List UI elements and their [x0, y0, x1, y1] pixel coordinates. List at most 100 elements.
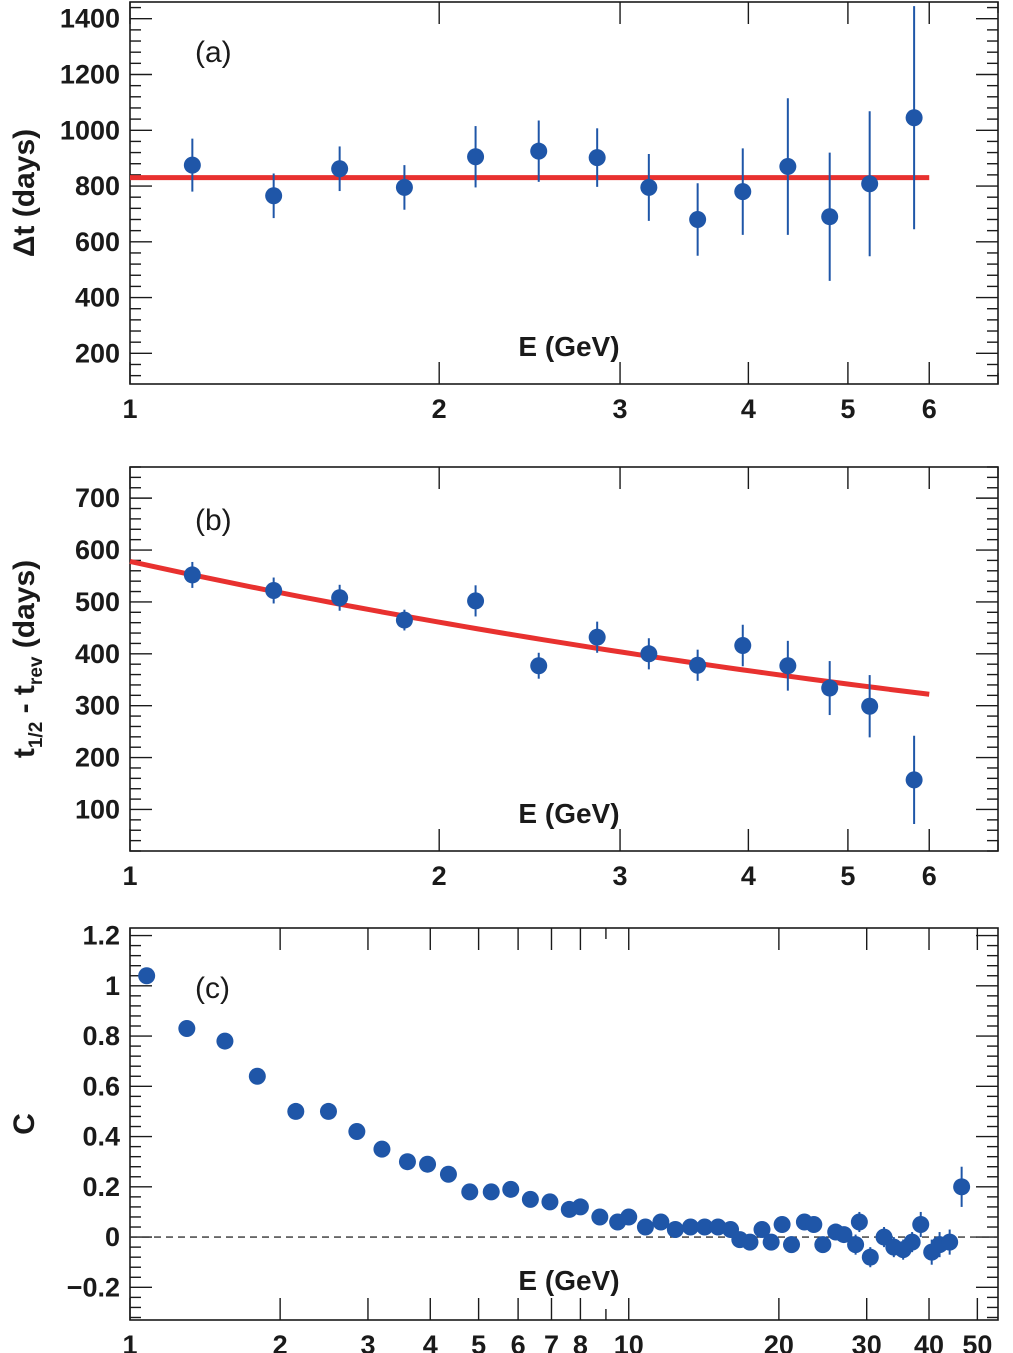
data-point — [905, 771, 923, 789]
x-tick-label: 40 — [914, 1330, 944, 1353]
y-tick-label: 500 — [75, 587, 120, 617]
data-point — [861, 697, 879, 715]
y-tick-label: 800 — [75, 171, 120, 201]
data-point — [502, 1180, 520, 1198]
data-point — [941, 1233, 959, 1251]
data-point — [912, 1216, 930, 1234]
data-point — [847, 1236, 865, 1254]
y-tick-label: 1200 — [60, 59, 120, 89]
y-axis-label: C — [8, 1113, 41, 1135]
y-tick-label: 600 — [75, 227, 120, 257]
panel-c: −0.2 0 0.2 0.4 0.6 0.8 1 1.2 1 2 3 4 5 6 7 8 10 20 30 40 50 (… — [8, 921, 999, 1353]
plot-frame — [129, 927, 999, 1321]
data-point — [779, 657, 797, 675]
data-point — [696, 1218, 714, 1236]
data-point — [783, 1236, 801, 1254]
data-point — [319, 1102, 337, 1120]
panel-label: (b) — [195, 504, 232, 537]
data-point — [814, 1236, 832, 1254]
data-point — [588, 149, 606, 167]
y-tick-label: 1400 — [60, 4, 120, 34]
x-tick-label: 10 — [614, 1330, 644, 1353]
data-point — [216, 1032, 234, 1050]
data-point — [467, 148, 485, 166]
data-point — [640, 645, 658, 663]
y-label-part: - t — [8, 685, 41, 722]
data-point — [753, 1221, 771, 1239]
x-tick-label: 3 — [360, 1330, 375, 1353]
data-point — [636, 1218, 654, 1236]
y-label-subscript: rev — [26, 656, 47, 685]
y-tick-label: 0.6 — [82, 1071, 120, 1101]
x-tick-label: 30 — [852, 1330, 882, 1353]
data-point — [265, 187, 283, 205]
data-point — [588, 628, 606, 646]
data-point — [348, 1123, 366, 1141]
data-point — [373, 1140, 391, 1158]
x-tick-label: 7 — [544, 1330, 559, 1353]
y-tick-label: 700 — [75, 483, 120, 513]
data-point — [530, 657, 548, 675]
x-tick-label: 1 — [122, 1330, 137, 1353]
x-tick-label: 6 — [511, 1330, 526, 1353]
x-axis-label: E (GeV) — [518, 331, 619, 362]
x-tick-label: 1 — [122, 861, 137, 891]
plot-frame — [129, 1, 999, 385]
x-tick-label: 6 — [922, 861, 937, 891]
data-point — [521, 1190, 539, 1208]
y-axis-label: t1/2 - trev (days) — [8, 560, 47, 758]
data-point — [331, 160, 349, 178]
data-point — [482, 1183, 500, 1201]
panel-label: (c) — [195, 972, 230, 1005]
data-point — [183, 156, 201, 174]
x-tick-label: 5 — [840, 394, 855, 424]
data-point — [905, 109, 923, 127]
data-point — [821, 679, 839, 697]
data-point — [395, 178, 413, 196]
data-point — [682, 1218, 700, 1236]
x-tick-label: 5 — [840, 861, 855, 891]
x-tick-label: 1 — [122, 394, 137, 424]
data-point — [183, 566, 201, 584]
y-label-part: (days) — [8, 560, 41, 657]
data-point — [741, 1233, 759, 1251]
data-point — [773, 1216, 791, 1234]
data-point — [467, 592, 485, 610]
data-point — [689, 656, 707, 674]
data-point — [265, 582, 283, 600]
data-point — [248, 1067, 266, 1085]
panel-a: 200 400 600 800 1000 1200 1400 1 2 3 4 5 6 (a) E (GeV)… — [8, 1, 999, 424]
x-tick-label: 20 — [764, 1330, 794, 1353]
data-point — [138, 967, 156, 985]
y-tick-label: 300 — [75, 691, 120, 721]
data-point — [805, 1216, 823, 1234]
x-tick-label: 3 — [613, 861, 628, 891]
data-point — [734, 637, 752, 655]
y-tick-label: 200 — [75, 743, 120, 773]
y-tick-label: 0 — [105, 1222, 120, 1252]
data-point — [439, 1165, 457, 1183]
y-tick-label: 400 — [75, 283, 120, 313]
data-point — [640, 178, 658, 196]
data-point — [395, 611, 413, 629]
data-point — [861, 1248, 879, 1266]
data-point — [850, 1213, 868, 1231]
data-point — [620, 1208, 638, 1226]
y-tick-label: 1.2 — [82, 921, 120, 951]
data-point — [953, 1178, 971, 1196]
data-point — [821, 208, 839, 226]
y-tick-label: 0.8 — [82, 1021, 120, 1051]
plot-frame — [129, 466, 999, 852]
y-label-part: t — [8, 748, 41, 758]
y-tick-label: 1 — [105, 971, 120, 1001]
y-label-subscript: 1/2 — [26, 722, 47, 748]
y-axis-label: Δt (days) — [8, 129, 41, 257]
data-point — [419, 1155, 437, 1173]
data-point — [903, 1233, 921, 1251]
data-point — [835, 1226, 853, 1244]
x-tick-label: 50 — [962, 1330, 992, 1353]
data-point — [652, 1213, 670, 1231]
y-tick-label: 400 — [75, 639, 120, 669]
data-point — [331, 589, 349, 607]
data-point — [734, 183, 752, 201]
